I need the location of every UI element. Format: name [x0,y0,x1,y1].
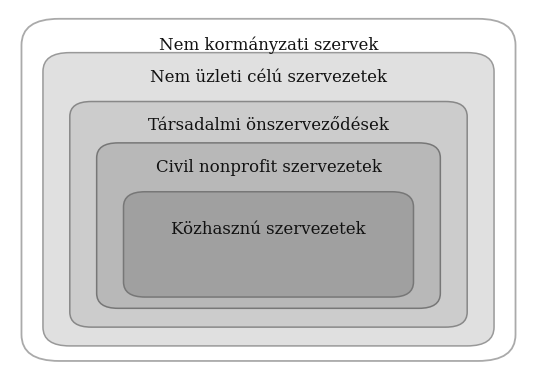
Text: Nem kormányzati szervek: Nem kormányzati szervek [159,36,378,54]
FancyBboxPatch shape [70,102,467,327]
FancyBboxPatch shape [21,19,516,361]
FancyBboxPatch shape [124,192,413,297]
Text: Nem üzleti célú szervezetek: Nem üzleti célú szervezetek [150,68,387,86]
Text: Civil nonprofit szervezetek: Civil nonprofit szervezetek [156,159,381,176]
Text: Társadalmi önszerveződések: Társadalmi önszerveződések [148,117,389,135]
FancyBboxPatch shape [43,53,494,346]
Text: Közhasznú szervezetek: Közhasznú szervezetek [171,221,366,238]
FancyBboxPatch shape [97,143,440,308]
